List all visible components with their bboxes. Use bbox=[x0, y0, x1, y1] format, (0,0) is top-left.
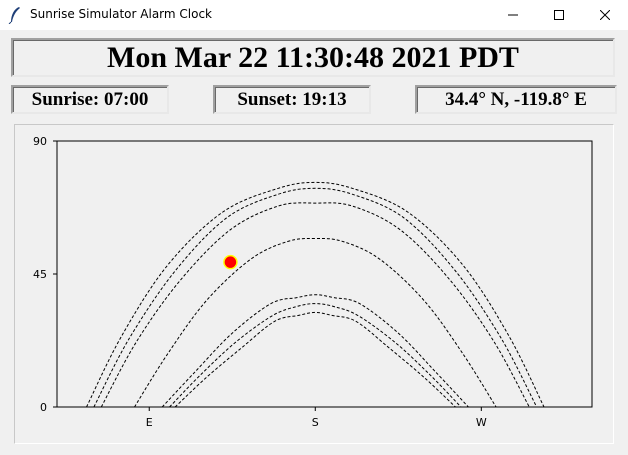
sunset-time: Sunset: 19:13 bbox=[237, 88, 347, 110]
sun-path-line-1 bbox=[86, 181, 545, 408]
x-tick-label: W bbox=[476, 416, 487, 429]
sunset-box: Sunset: 19:13 bbox=[213, 85, 371, 114]
x-tick-label: S bbox=[312, 416, 319, 429]
maximize-icon bbox=[554, 10, 564, 20]
y-tick-label: 45 bbox=[33, 268, 47, 281]
window-title: Sunrise Simulator Alarm Clock bbox=[30, 7, 212, 21]
plot-area bbox=[56, 140, 593, 408]
current-datetime: Mon Mar 22 11:30:48 2021 PDT bbox=[107, 40, 519, 74]
close-icon bbox=[600, 10, 610, 20]
sun-marker bbox=[223, 254, 238, 270]
x-tick-label: E bbox=[146, 416, 153, 429]
sun-path-line-4 bbox=[134, 237, 497, 408]
sun-path-line-5 bbox=[161, 294, 469, 408]
y-tick-label: 90 bbox=[33, 135, 47, 148]
feather-icon bbox=[8, 7, 20, 24]
clock-display: Mon Mar 22 11:30:48 2021 PDT bbox=[11, 38, 615, 77]
close-button[interactable] bbox=[582, 0, 628, 30]
title-bar: Sunrise Simulator Alarm Clock bbox=[0, 0, 628, 30]
sunrise-box: Sunrise: 07:00 bbox=[11, 85, 169, 114]
minimize-icon bbox=[508, 14, 518, 16]
y-tick-label: 0 bbox=[40, 401, 47, 414]
sun-path-line-6 bbox=[169, 303, 462, 408]
sun-path-line-7 bbox=[174, 311, 456, 408]
maximize-button[interactable] bbox=[536, 0, 582, 30]
minimize-button[interactable] bbox=[490, 0, 536, 30]
sun-path-line-3 bbox=[100, 202, 530, 408]
location-coordinates: 34.4° N, -119.8° E bbox=[445, 88, 587, 110]
sun-path-line-2 bbox=[93, 187, 538, 408]
sun-path-chart-frame bbox=[14, 124, 614, 444]
location-box: 34.4° N, -119.8° E bbox=[415, 85, 617, 114]
sunrise-time: Sunrise: 07:00 bbox=[31, 88, 149, 110]
